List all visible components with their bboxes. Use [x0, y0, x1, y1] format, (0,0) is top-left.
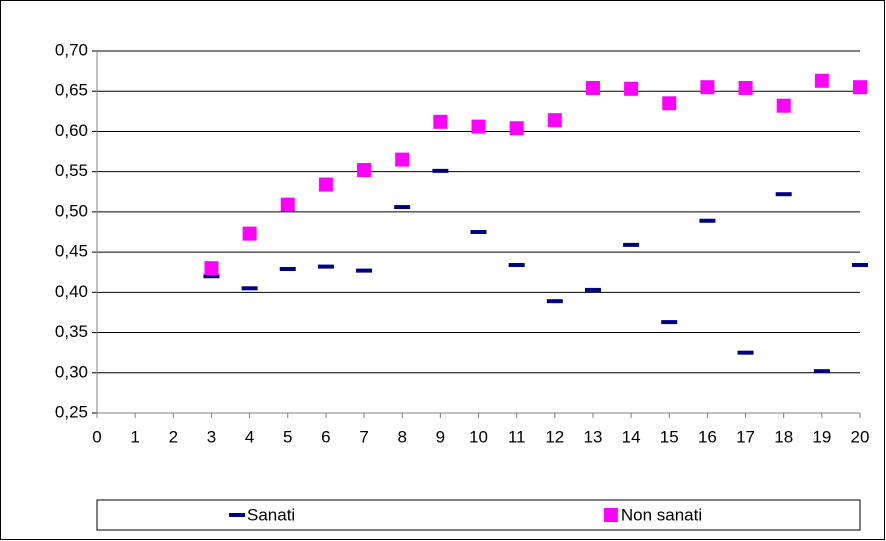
dash-marker — [317, 264, 334, 269]
dash-marker — [279, 267, 296, 272]
dash-marker — [546, 299, 563, 304]
legend-box — [96, 499, 861, 531]
dash-marker — [775, 192, 792, 197]
square-marker — [547, 113, 562, 128]
x-tick-label: 18 — [774, 427, 793, 446]
x-tick-label: 8 — [397, 427, 406, 446]
dash-marker — [737, 350, 754, 355]
x-tick-label: 5 — [283, 427, 292, 446]
x-tick-label: 14 — [622, 427, 641, 446]
y-tick-label: 0,25 — [55, 402, 88, 421]
square-marker — [280, 197, 295, 212]
square-marker — [509, 121, 524, 136]
dash-marker — [394, 205, 411, 210]
square-marker — [738, 81, 753, 96]
x-tick-label: 11 — [508, 427, 526, 446]
dash-marker — [584, 287, 601, 292]
dash-marker — [241, 286, 258, 291]
square-marker — [395, 152, 410, 167]
x-tick-label: 2 — [169, 427, 178, 446]
x-tick-label: 16 — [698, 427, 717, 446]
y-tick-label: 0,55 — [55, 161, 88, 180]
x-tick-label: 3 — [207, 427, 216, 446]
square-marker — [318, 177, 333, 192]
square-marker — [853, 80, 867, 95]
y-tick-label: 0,40 — [55, 282, 88, 301]
square-marker — [433, 114, 448, 129]
y-tick-label: 0,30 — [55, 362, 88, 381]
dash-marker — [470, 230, 487, 234]
x-tick-label: 13 — [583, 427, 602, 446]
square-marker — [357, 163, 372, 178]
x-tick-label: 12 — [545, 427, 564, 446]
x-tick-label: 15 — [660, 427, 679, 446]
square-marker — [662, 96, 677, 111]
dash-marker — [699, 218, 716, 223]
x-tick-label: 17 — [736, 427, 755, 446]
x-tick-label: 9 — [436, 427, 445, 446]
square-marker — [471, 119, 486, 134]
x-tick-label: 10 — [469, 427, 488, 446]
legend-label: Sanati — [247, 505, 295, 524]
square-marker — [624, 81, 639, 96]
y-tick-label: 0,50 — [55, 201, 88, 220]
dash-marker — [356, 268, 373, 273]
dash-marker — [229, 513, 245, 517]
dash-marker — [508, 262, 525, 267]
y-tick-label: 0,70 — [55, 40, 88, 59]
dash-marker — [852, 262, 868, 267]
legend-label: Non sanati — [621, 505, 702, 524]
x-tick-label: 20 — [851, 427, 870, 446]
x-tick-label: 1 — [130, 427, 139, 446]
square-marker — [585, 81, 600, 96]
y-tick-label: 0,60 — [55, 121, 88, 140]
y-tick-label: 0,35 — [55, 322, 88, 341]
dash-marker — [623, 242, 640, 247]
square-marker — [242, 226, 257, 241]
square-marker — [814, 73, 829, 88]
y-tick-label: 0,45 — [55, 242, 88, 261]
x-tick-label: 4 — [245, 427, 254, 446]
dash-marker — [432, 168, 449, 173]
x-tick-label: 6 — [321, 427, 330, 446]
y-tick-label: 0,65 — [55, 81, 88, 100]
square-marker — [700, 80, 715, 95]
x-tick-label: 19 — [812, 427, 831, 446]
dash-marker — [661, 320, 678, 325]
square-marker — [603, 508, 618, 522]
square-marker — [204, 261, 219, 276]
square-marker — [776, 98, 791, 113]
dash-marker — [813, 369, 830, 374]
dash-marker — [203, 274, 220, 279]
x-tick-label: 0 — [92, 427, 101, 446]
x-tick-label: 7 — [359, 427, 368, 446]
